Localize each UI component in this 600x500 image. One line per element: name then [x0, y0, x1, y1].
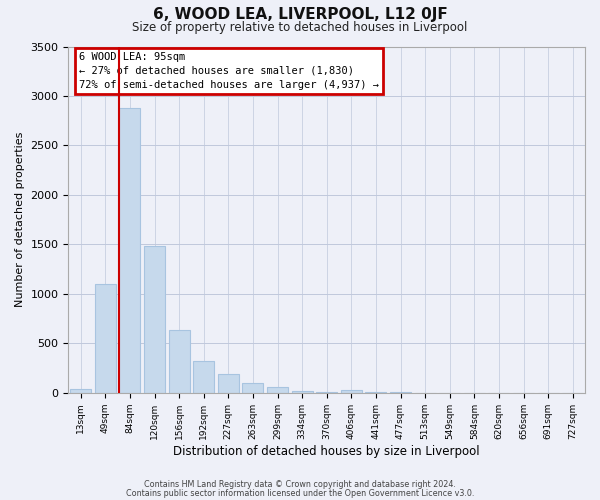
Text: Contains HM Land Registry data © Crown copyright and database right 2024.: Contains HM Land Registry data © Crown c…: [144, 480, 456, 489]
Text: Contains public sector information licensed under the Open Government Licence v3: Contains public sector information licen…: [126, 488, 474, 498]
Bar: [292, 392, 313, 393]
Text: 6 WOOD LEA: 95sqm
← 27% of detached houses are smaller (1,830)
72% of semi-detac: 6 WOOD LEA: 95sqm ← 27% of detached hous…: [79, 52, 379, 90]
Text: Size of property relative to detached houses in Liverpool: Size of property relative to detached ho…: [133, 21, 467, 34]
Bar: [365, 392, 386, 393]
Bar: [242, 384, 263, 393]
Bar: [70, 390, 91, 393]
Bar: [193, 360, 214, 393]
Bar: [341, 390, 362, 393]
Bar: [95, 284, 116, 393]
Bar: [218, 374, 239, 393]
Bar: [119, 108, 140, 393]
X-axis label: Distribution of detached houses by size in Liverpool: Distribution of detached houses by size …: [173, 444, 480, 458]
Text: 6, WOOD LEA, LIVERPOOL, L12 0JF: 6, WOOD LEA, LIVERPOOL, L12 0JF: [152, 8, 448, 22]
Bar: [267, 388, 288, 393]
Bar: [144, 246, 165, 393]
Y-axis label: Number of detached properties: Number of detached properties: [15, 132, 25, 308]
Bar: [169, 330, 190, 393]
